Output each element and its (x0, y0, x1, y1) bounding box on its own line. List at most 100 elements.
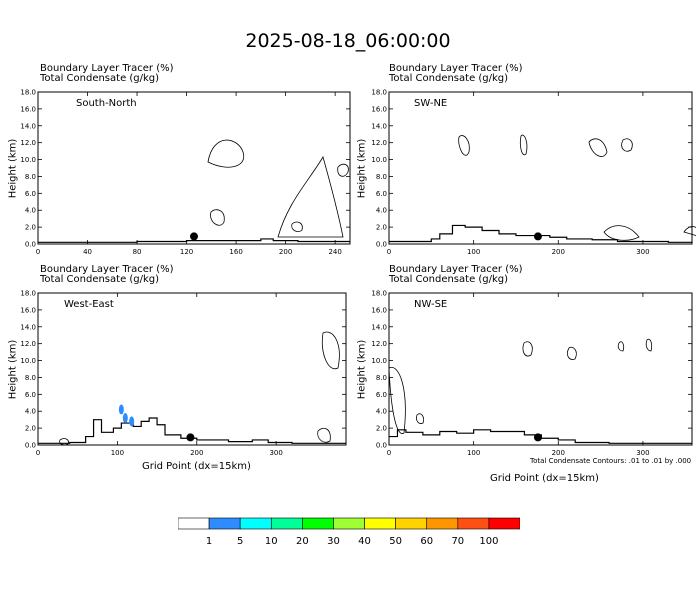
y-tick-label: 6.0 (25, 190, 36, 198)
location-marker (533, 433, 542, 442)
x-tick-label: 300 (636, 248, 649, 256)
condensate-contour (416, 413, 424, 424)
condensate-contours (207, 139, 349, 238)
colorbar-swatch (364, 517, 396, 530)
x-tick-label: 0 (387, 449, 391, 457)
y-tick-label: 6.0 (376, 190, 387, 198)
colorbar-labels: 1 5 10 20 30 40 50 60 70 100 (0, 536, 696, 550)
y-tick-label: 0.0 (376, 442, 387, 450)
condensate-contour (207, 139, 245, 168)
x-tick-label: 0 (36, 248, 40, 256)
y-tick-label: 4.0 (25, 408, 36, 416)
y-tick-label: 18.0 (371, 290, 387, 298)
x-tick-label: 100 (111, 449, 124, 457)
y-tick-label: 4.0 (25, 207, 36, 215)
y-tick-label: 4.0 (376, 207, 387, 215)
plot-frame (37, 292, 347, 446)
tracer-patch (122, 412, 128, 423)
colorbar-swatch (302, 517, 334, 530)
x-tick-label: 200 (552, 248, 565, 256)
y-tick-label: 0.0 (376, 241, 387, 249)
y-tick-label: 10.0 (20, 357, 36, 365)
y-tick-label: 12.0 (371, 340, 387, 348)
y-tick-label: 12.0 (371, 139, 387, 147)
y-tick-label: 16.0 (371, 306, 387, 314)
x-tick-label: 200 (279, 248, 292, 256)
y-tick-label: 6.0 (25, 391, 36, 399)
y-tick-label: 2.0 (376, 224, 387, 232)
x-tick-label: 300 (636, 449, 649, 457)
x-tick-label: 120 (180, 248, 193, 256)
condensate-contour (617, 341, 625, 352)
y-tick-label: 10.0 (371, 357, 387, 365)
condensate-contour (683, 226, 696, 236)
y-tick-label: 16.0 (20, 105, 36, 113)
y-tick-label: 2.0 (376, 425, 387, 433)
y-tick-label: 18.0 (371, 89, 387, 97)
panel2-header-condensate: Total Condensate (g/kg) (389, 73, 509, 84)
colorbar-swatch (457, 517, 490, 530)
colorbar-label: 70 (451, 536, 465, 547)
colorbar-label: 100 (479, 536, 499, 547)
y-tick-label: 14.0 (371, 122, 387, 130)
y-tick-label: 4.0 (376, 408, 387, 416)
condensate-contour (210, 209, 225, 226)
page-title: 2025-08-18_06:00:00 (245, 30, 451, 52)
south-north-plot: 0.0 2.0 4.0 6.0 8.0 10.0 12.0 14.0 16.0 18.0 0 40 80… (20, 89, 351, 256)
condensate-contour (519, 134, 528, 156)
x-tick-label: 300 (269, 449, 282, 457)
location-marker (190, 232, 198, 241)
contour-note: Total Condensate Contours: .01 to .01 by… (530, 457, 692, 465)
colorbar-label: 50 (389, 536, 402, 547)
y-tick-label: 10.0 (20, 156, 36, 164)
condensate-contour (603, 225, 640, 241)
y-tick-label: 0.0 (25, 241, 36, 249)
tracer-patch (129, 416, 135, 427)
panel4-header-tracer: Boundary Layer Tracer (%) (389, 264, 523, 275)
colorbar (178, 517, 520, 530)
plot-frame (388, 91, 693, 245)
panel3-header-tracer: Boundary Layer Tracer (%) (40, 264, 174, 275)
x-tick-label: 240 (328, 248, 341, 256)
condensate-contour (291, 221, 303, 232)
condensate-contour (321, 331, 340, 370)
y-tick-label: 14.0 (20, 122, 36, 130)
cross-section-name: NW-SE (414, 299, 447, 310)
colorbar-swatch (208, 517, 241, 530)
y-tick-label: 6.0 (376, 391, 387, 399)
condensate-contours (458, 134, 696, 241)
x-tick-label: 200 (190, 449, 203, 457)
panel1-header-condensate: Total Condensate (g/kg) (40, 73, 160, 84)
y-tick-label: 2.0 (25, 224, 36, 232)
y-tick-label: 14.0 (371, 323, 387, 331)
colorbar-swatch (426, 517, 459, 530)
colorbar-label: 60 (420, 536, 434, 547)
x-tick-label: 200 (552, 449, 565, 457)
colorbar-swatch (178, 517, 210, 530)
colorbar-label: 5 (236, 536, 244, 547)
terrain-line (389, 429, 692, 444)
colorbar-swatch (239, 517, 272, 530)
condensate-contours (388, 338, 653, 434)
terrain-line (389, 224, 693, 243)
terrain-line (38, 238, 350, 243)
y-tick-label: 8.0 (376, 374, 387, 382)
x-tick-label: 0 (387, 248, 391, 256)
panel1-header-tracer: Boundary Layer Tracer (%) (40, 63, 174, 74)
colorbar-swatch (333, 517, 365, 530)
x-tick-label: 100 (467, 248, 480, 256)
terrain-line (38, 417, 346, 444)
x-tick-label: 40 (83, 248, 92, 256)
y-tick-label: 8.0 (376, 173, 387, 181)
y-tick-label: 2.0 (25, 425, 36, 433)
x-tick-label: 80 (133, 248, 142, 256)
panel3-header-condensate: Total Condensate (g/kg) (40, 274, 160, 285)
condensate-contour (588, 138, 608, 157)
y-tick-label: 18.0 (20, 89, 36, 97)
tracer-patch (118, 404, 124, 415)
x-tick-label: 100 (467, 449, 480, 457)
y-tick-label: 0.0 (25, 442, 36, 450)
panel4-header-condensate: Total Condensate (g/kg) (389, 274, 509, 285)
nw-se-plot: 0.0 2.0 4.0 6.0 8.0 10.0 12.0 14.0 16.0 18.0 0 100 2… (371, 290, 693, 457)
y-tick-label: 8.0 (25, 374, 36, 382)
